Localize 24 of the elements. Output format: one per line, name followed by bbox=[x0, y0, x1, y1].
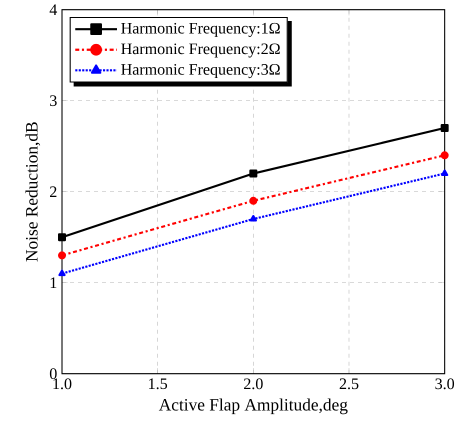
point bbox=[249, 170, 258, 178]
x-tick-label: 1.0 bbox=[53, 378, 72, 390]
point bbox=[58, 233, 66, 242]
y-axis-title: Noise Reduction,dB bbox=[25, 122, 40, 262]
point bbox=[440, 151, 449, 160]
point bbox=[58, 252, 66, 260]
point bbox=[441, 170, 448, 176]
y-tick-label: 2 bbox=[50, 186, 56, 198]
y-tick-label: 4 bbox=[50, 4, 58, 16]
legend-label: Harmonic Frequency:1Ω bbox=[121, 22, 280, 38]
point bbox=[250, 215, 257, 222]
x-tick-label: 2.5 bbox=[340, 378, 358, 390]
point bbox=[58, 270, 66, 276]
y-tick-label: 1 bbox=[50, 278, 56, 288]
x-tick-label: 3.0 bbox=[435, 378, 454, 390]
point bbox=[440, 124, 449, 132]
x-tick-label: 2.0 bbox=[244, 378, 263, 390]
y-tick-label: 0 bbox=[50, 368, 57, 380]
x-axis-title: Active Flap Amplitude,deg bbox=[158, 398, 348, 414]
legend-label: Harmonic Frequency:3Ω bbox=[121, 64, 280, 78]
legend-label: Harmonic Frequency:2Ω bbox=[121, 44, 280, 58]
x-tick-label: 1.5 bbox=[149, 378, 168, 390]
point bbox=[249, 196, 258, 205]
y-tick-label: 3 bbox=[50, 95, 57, 106]
